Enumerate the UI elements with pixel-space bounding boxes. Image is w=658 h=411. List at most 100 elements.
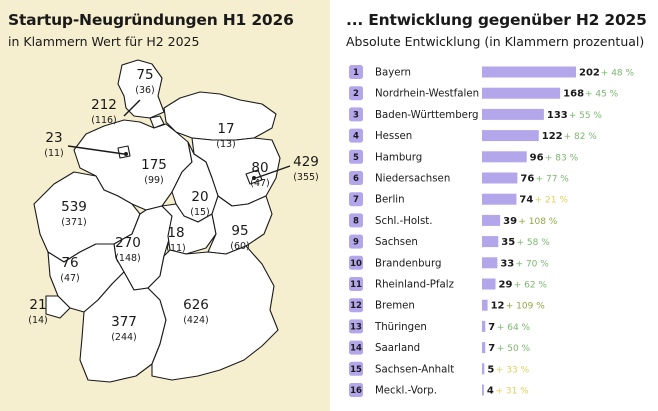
bremen-value: 23: [45, 130, 62, 146]
bar-value-th-ringen: 7: [488, 322, 495, 333]
hamburg-value: 212: [91, 97, 117, 113]
bar-percent-bayern: + 48 %: [601, 69, 635, 79]
bar-value-baden-w-rttemberg: 133: [547, 110, 568, 121]
state-label-berlin: Berlin: [375, 195, 405, 206]
ranking-row: 5 Hamburg 96 + 83 %: [349, 149, 579, 164]
state-bayern: [147, 245, 279, 381]
bar-bayern: [482, 66, 576, 78]
bar-value-brandenburg: 33: [500, 258, 514, 269]
bar-sachsen: [482, 236, 499, 248]
bar-value-bayern: 202: [579, 68, 600, 79]
bar-percent-hamburg: + 83 %: [545, 153, 579, 163]
label-saarland: 21 (14): [28, 297, 48, 326]
niedersachsen-prev: (99): [144, 175, 164, 186]
state-label-sachsen-anhalt: Sachsen-Anhalt: [375, 364, 454, 375]
ranking-row: 1 Bayern 202 + 48 %: [349, 65, 635, 79]
thueringen-value: 18: [167, 225, 184, 241]
ranking-row: 4 Hessen 122 + 82 %: [349, 128, 597, 143]
sachsen-anhalt-prev: (15): [190, 207, 210, 218]
bar-percent-schl-holst: + 108 %: [518, 217, 557, 227]
bar-value-bremen: 12: [491, 301, 505, 312]
schleswig-holstein-value: 75: [136, 67, 153, 83]
rank-badge: [349, 234, 363, 249]
state-sachsen: [207, 195, 273, 255]
ranking-rows: 1 Bayern 202 + 48 %2 Nordrhein-Westfalen 168 +…: [349, 65, 635, 397]
bar-percent-saarland: + 50 %: [497, 344, 531, 354]
state-label-hamburg: Hamburg: [375, 152, 422, 163]
rank-number: 2: [353, 89, 359, 99]
hessen-prev: (148): [115, 253, 141, 264]
bar-value-sachsen: 35: [501, 237, 515, 248]
berlin-prev: (355): [293, 172, 319, 183]
bar-nordrhein-westfalen: [482, 87, 561, 99]
label-sachsen: 95 (60): [230, 223, 250, 252]
ranking-row: 10 Brandenburg 33 + 70 %: [349, 255, 550, 270]
bar-percent-brandenburg: + 70 %: [516, 259, 550, 269]
state-shapes: [33, 59, 281, 383]
rank-badge: [349, 86, 363, 101]
rheinland-pfalz-prev: (47): [60, 273, 80, 284]
state-saarland: [45, 295, 71, 319]
bar-value-meckl-vorp: 4: [487, 386, 494, 397]
rank-badge: [349, 277, 363, 291]
rank-badge: [349, 192, 363, 207]
sachsen-anhalt-value: 20: [191, 189, 208, 205]
niedersachsen-value: 175: [141, 157, 167, 173]
label-brandenburg: 80 (47): [250, 160, 270, 189]
label-hessen: 270 (148): [115, 235, 141, 264]
label-rheinland-pfalz: 76 (47): [60, 255, 80, 284]
state-label-saarland: Saarland: [375, 343, 420, 354]
rank-badge: [349, 65, 363, 79]
bar-percent-rheinland-pfalz: + 62 %: [514, 281, 548, 291]
rank-badge: [349, 319, 363, 334]
rank-number: 6: [353, 174, 359, 184]
rank-badge: [349, 298, 363, 313]
label-berlin: 429 (355): [293, 154, 319, 183]
ranking-chart: 1 Bayern 202 + 48 %2 Nordrhein-Westfalen 168 +…: [349, 65, 635, 397]
label-hamburg: 212 (116): [91, 97, 117, 126]
bar-saarland: [482, 342, 486, 354]
bar-rheinland-pfalz: [482, 278, 496, 290]
bar-percent-bremen: + 109 %: [506, 302, 545, 312]
bar-percent-berlin: + 21 %: [535, 196, 569, 206]
ranking-row: 8 Schl.-Holst. 39 + 108 %: [349, 213, 558, 228]
rank-number: 12: [350, 301, 362, 311]
berlin-value: 429: [293, 154, 319, 170]
berlin-marker: [252, 176, 256, 180]
label-schleswig-holstein: 75 (36): [135, 67, 155, 96]
baden-wuerttemberg-prev: (244): [111, 332, 137, 343]
ranking-row: 15 Sachsen-Anhalt 5 + 33 %: [349, 361, 530, 376]
bar-value-hessen: 122: [542, 131, 563, 142]
bar-value-nordrhein-westfalen: 168: [563, 89, 584, 100]
map-title: Startup-Neugründungen H1 2026: [8, 11, 294, 29]
bremen-prev: (11): [44, 148, 64, 159]
state-bremen: [117, 145, 131, 159]
bar-percent-meckl-vorp: + 31 %: [495, 387, 529, 397]
rank-badge: [349, 361, 363, 376]
state-label-brandenburg: Brandenburg: [375, 258, 441, 269]
label-mecklenburg-vorpommern: 17 (13): [216, 121, 236, 150]
hamburg-leader-line: [123, 99, 141, 117]
bar-value-niedersachsen: 76: [520, 174, 534, 185]
saarland-value: 21: [29, 297, 46, 313]
rank-number: 14: [350, 344, 362, 354]
ranking-row: 16 Meckl.-Vorp. 4 + 31 %: [349, 383, 529, 397]
sachsen-value: 95: [231, 223, 248, 239]
label-bayern: 626 (424): [183, 297, 209, 326]
rank-number: 4: [353, 132, 359, 142]
saarland-prev: (14): [28, 315, 48, 326]
bar-value-hamburg: 96: [530, 152, 544, 163]
state-label-meckl-vorp: Meckl.-Vorp.: [375, 386, 437, 397]
rank-number: 9: [353, 238, 359, 248]
state-label-baden-w-rttemberg: Baden-Württemberg: [375, 110, 478, 121]
bar-meckl-vorp: [482, 384, 484, 396]
rank-number: 3: [353, 110, 359, 120]
berlin-leader-line: [255, 165, 291, 179]
state-label-hessen: Hessen: [375, 131, 412, 142]
ranking-row: 6 Niedersachsen 76 + 77 %: [349, 171, 569, 185]
label-bremen: 23 (11): [44, 130, 64, 159]
bar-bremen: [482, 299, 488, 311]
bar-value-rheinland-pfalz: 29: [498, 280, 512, 291]
bar-percent-sachsen: + 58 %: [516, 238, 550, 248]
